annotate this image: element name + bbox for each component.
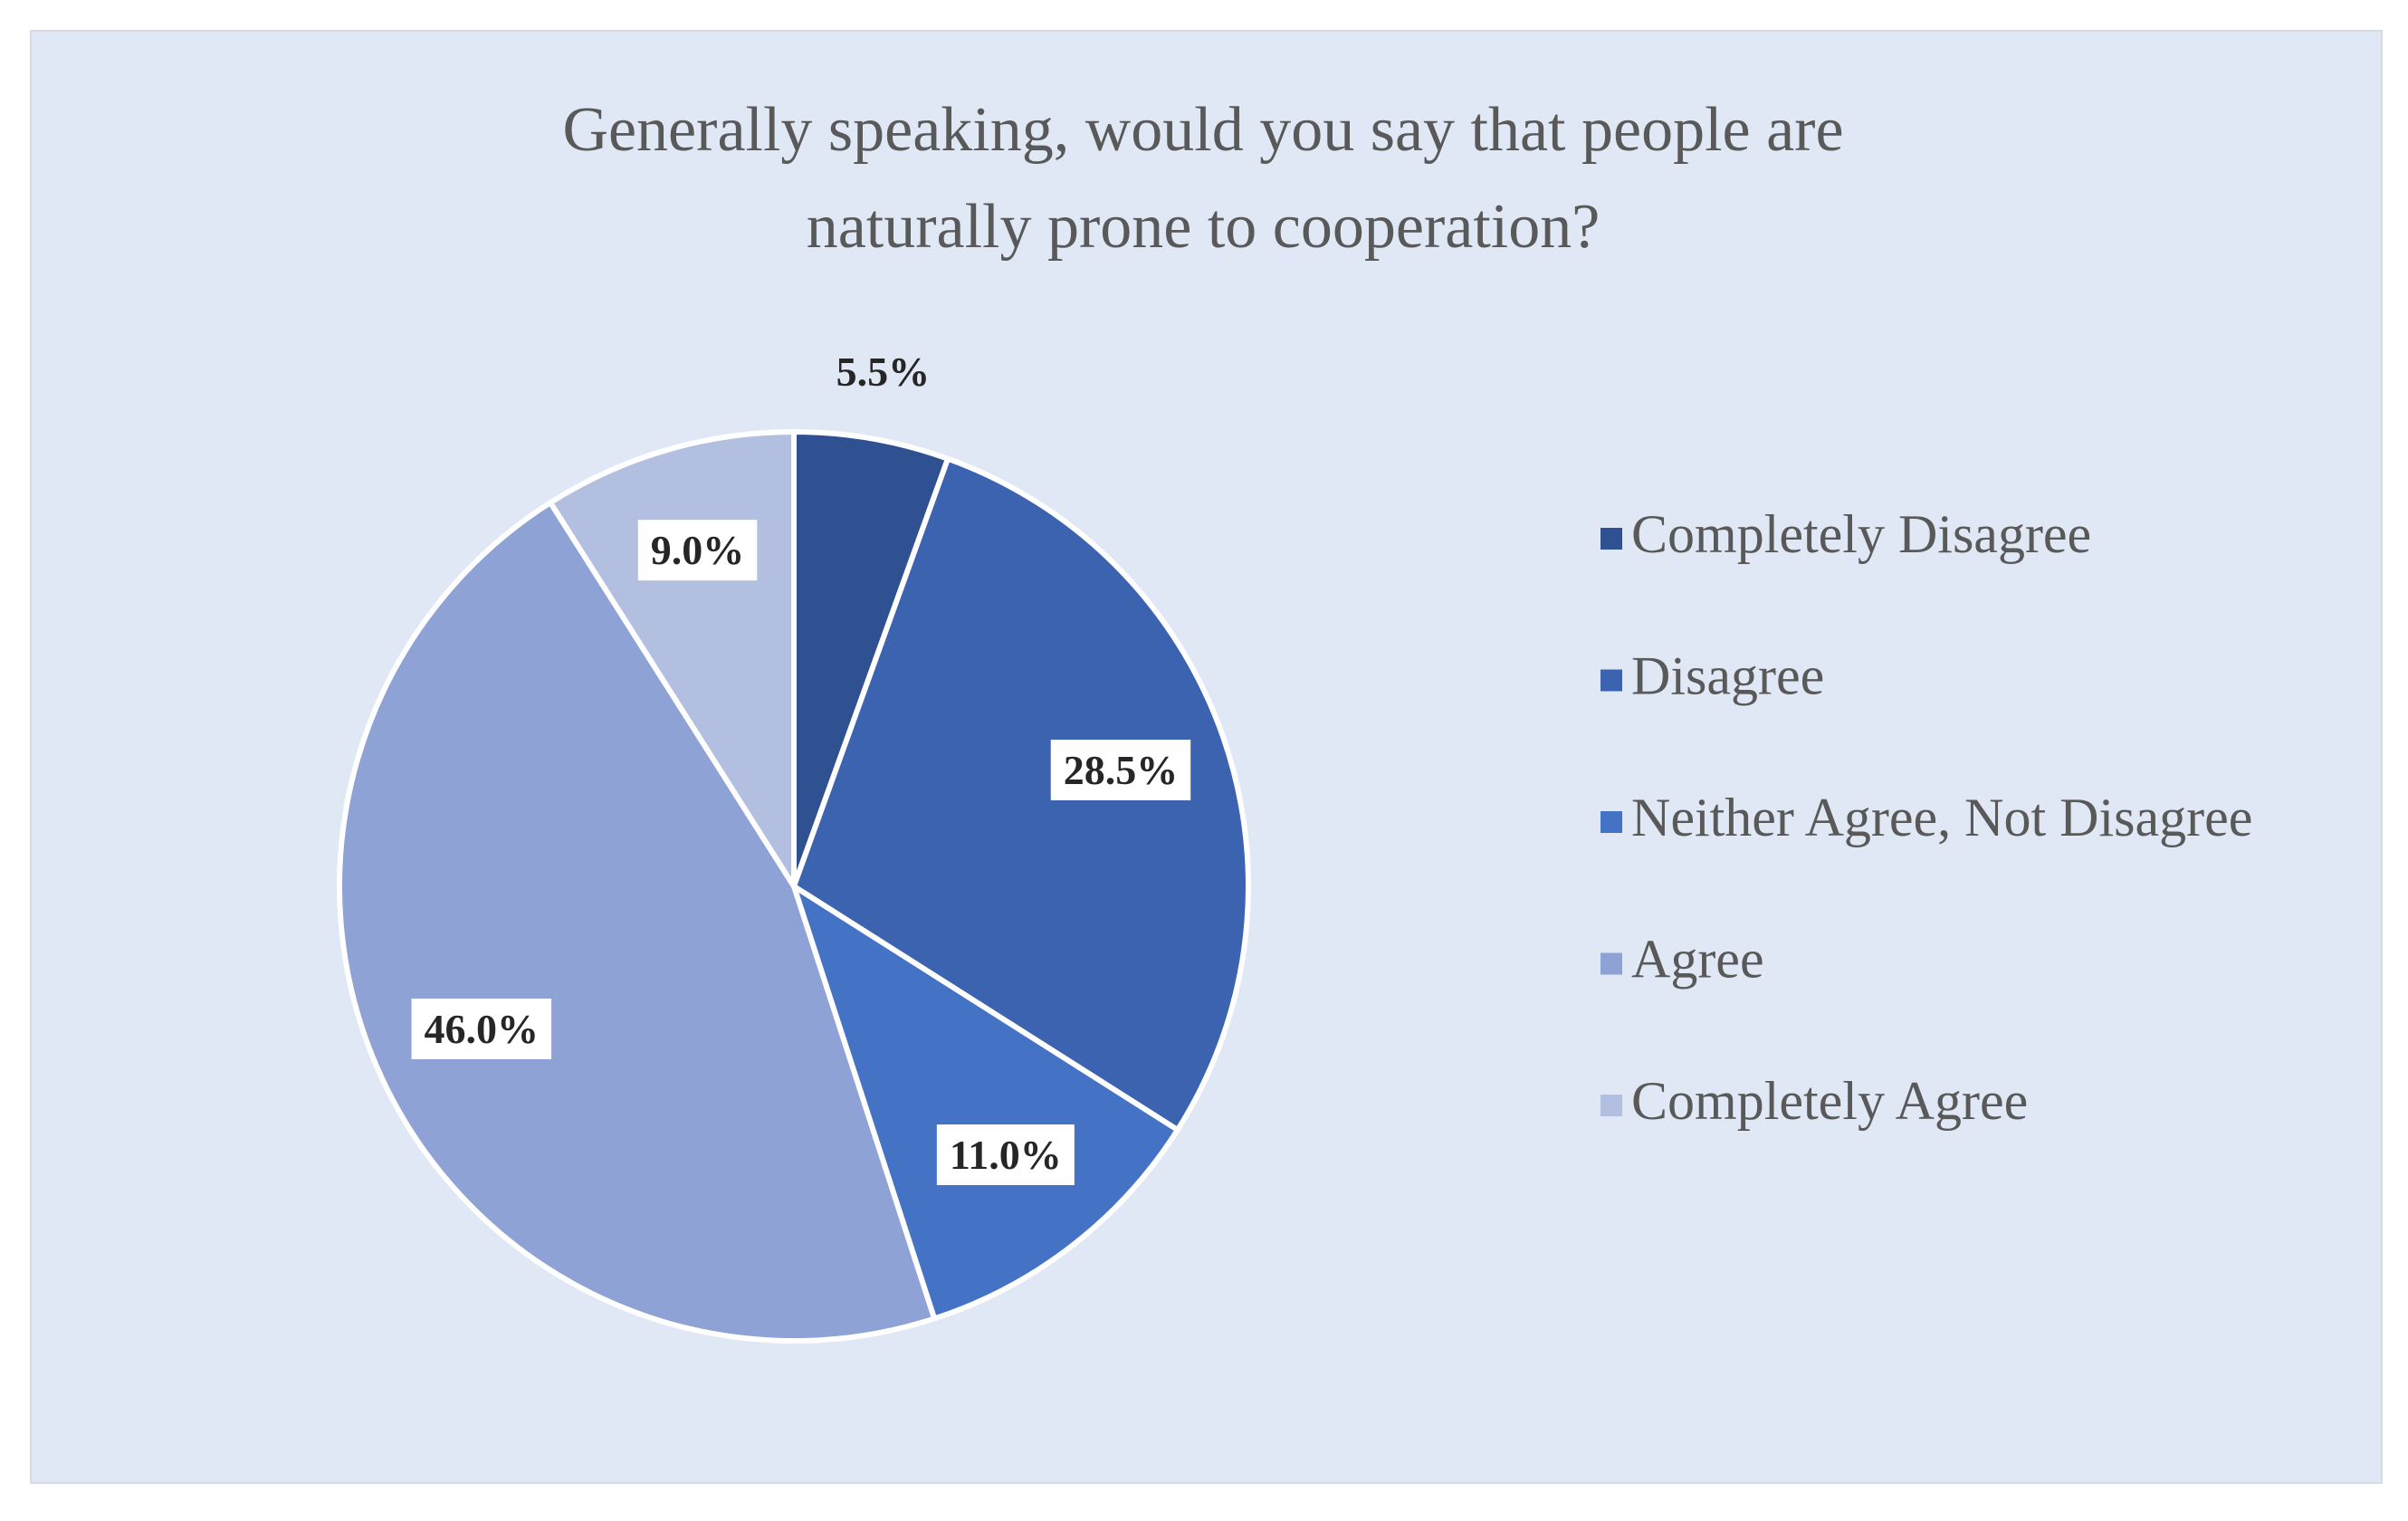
chart-title: naturally prone to cooperation?	[807, 192, 1601, 262]
legend-marker	[1601, 669, 1622, 692]
legend-marker	[1601, 528, 1622, 550]
legend-label: Agree	[1631, 929, 1764, 989]
pie-slice	[791, 884, 1180, 1322]
legend-marker	[1601, 1095, 1622, 1116]
data-label-box	[411, 999, 552, 1060]
pie-slice	[337, 500, 938, 1344]
data-label-box	[637, 520, 758, 581]
data-label: 5.5%	[836, 349, 931, 395]
legend-label: Neither Agree, Not Disagree	[1631, 788, 2252, 847]
legend-marker	[1601, 952, 1622, 975]
legend: Completely Disagree Disagree Neither Agree…	[1601, 504, 2252, 1131]
legend-label: Completely Agree	[1631, 1071, 2028, 1131]
chart-title: Generally speaking, would you say that p…	[562, 95, 1843, 165]
data-label-box	[1050, 739, 1191, 800]
legend-marker	[1601, 811, 1622, 833]
pie-slice	[791, 455, 1251, 1133]
legend-label: Disagree	[1631, 646, 1824, 705]
slices	[337, 429, 1251, 1344]
data-label: 9.0%	[651, 527, 745, 573]
data-label: 28.5%	[1064, 747, 1179, 793]
data-label-box	[936, 1124, 1075, 1186]
legend-label: Completely Disagree	[1631, 504, 2091, 564]
data-label: 11.0%	[950, 1132, 1062, 1178]
data-label: 46.0%	[425, 1006, 540, 1052]
data-labels: 5.5% 28.5% 11.0% 46.0% 9.0%	[411, 349, 1191, 1186]
